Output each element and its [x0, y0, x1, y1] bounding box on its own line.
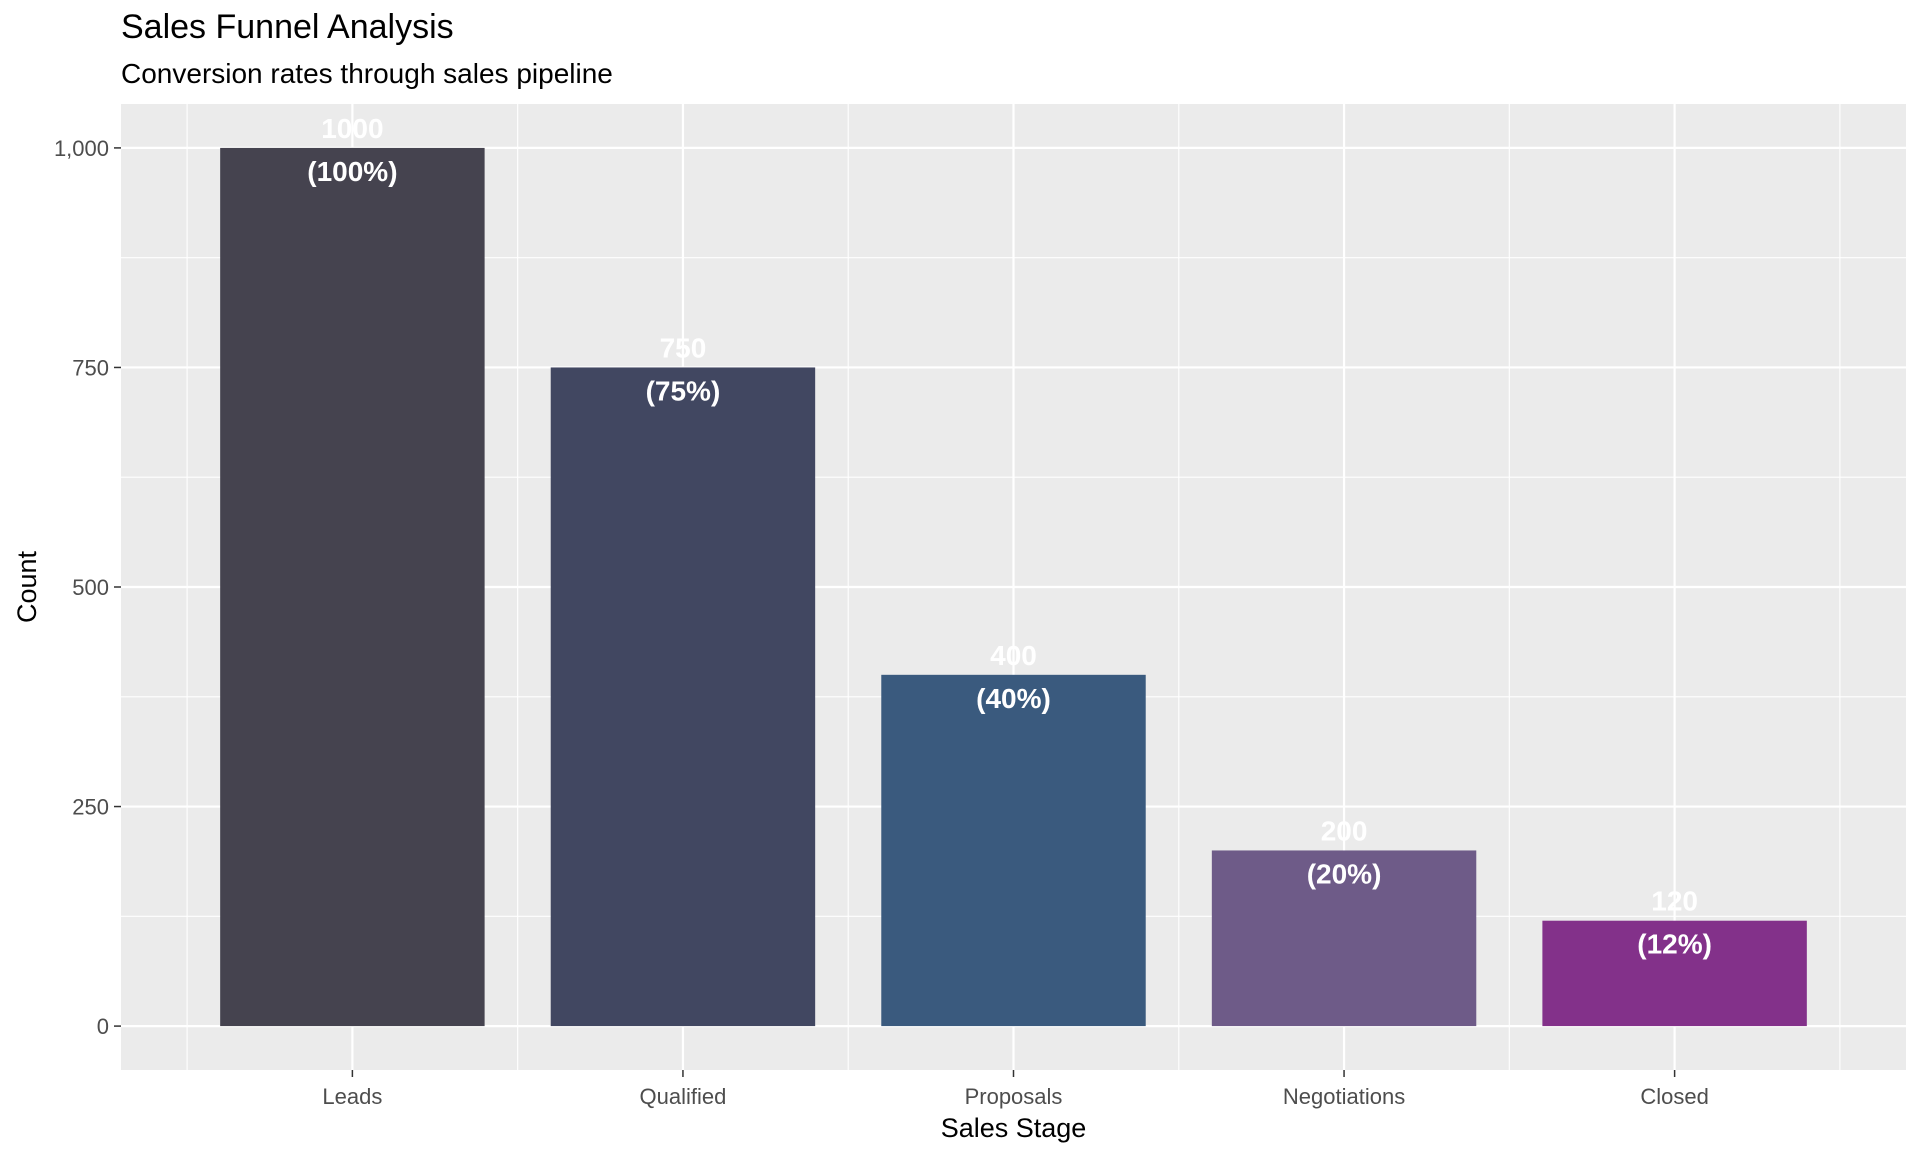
y-tick-label: 750	[72, 355, 109, 380]
value-label: 120	[1651, 886, 1698, 917]
value-label: 400	[990, 640, 1037, 671]
bar-negotiations[interactable]	[1211, 850, 1477, 1027]
bar-closed[interactable]	[1542, 920, 1807, 1027]
value-label: 750	[660, 332, 707, 363]
chart-subtitle: Conversion rates through sales pipeline	[121, 58, 613, 89]
y-axis: 0 250 500 750 1,000	[54, 136, 121, 1039]
value-label: 1000	[321, 113, 383, 144]
y-tick-label: 1,000	[54, 136, 109, 161]
x-tick-label: Proposals	[965, 1084, 1063, 1109]
percent-label: (40%)	[976, 683, 1051, 714]
chart-title: Sales Funnel Analysis	[121, 8, 454, 46]
x-axis: Leads Qualified Proposals Negotiations Close…	[322, 1070, 1709, 1109]
x-tick-label: Closed	[1640, 1084, 1708, 1109]
y-tick-label: 250	[72, 795, 109, 820]
y-axis-title: Count	[12, 550, 42, 623]
percent-label: (20%)	[1307, 858, 1382, 889]
percent-label: (75%)	[646, 375, 721, 406]
x-axis-title: Sales Stage	[941, 1113, 1087, 1143]
bars	[220, 147, 1807, 1027]
data-labels: 1000 (100%) 750 (75%) 400 (40%) 200 (20%) 120 (12…	[307, 113, 1712, 960]
y-tick-label: 500	[72, 575, 109, 600]
percent-label: (12%)	[1637, 929, 1712, 960]
x-tick-label: Qualified	[640, 1084, 727, 1109]
bar-qualified[interactable]	[550, 367, 816, 1027]
y-tick-label: 0	[97, 1014, 109, 1039]
bar-leads[interactable]	[220, 147, 485, 1027]
x-tick-label: Leads	[322, 1084, 382, 1109]
value-label: 200	[1321, 815, 1368, 846]
x-tick-label: Negotiations	[1283, 1084, 1405, 1109]
percent-label: (100%)	[307, 156, 397, 187]
bar-proposals[interactable]	[881, 674, 1146, 1027]
